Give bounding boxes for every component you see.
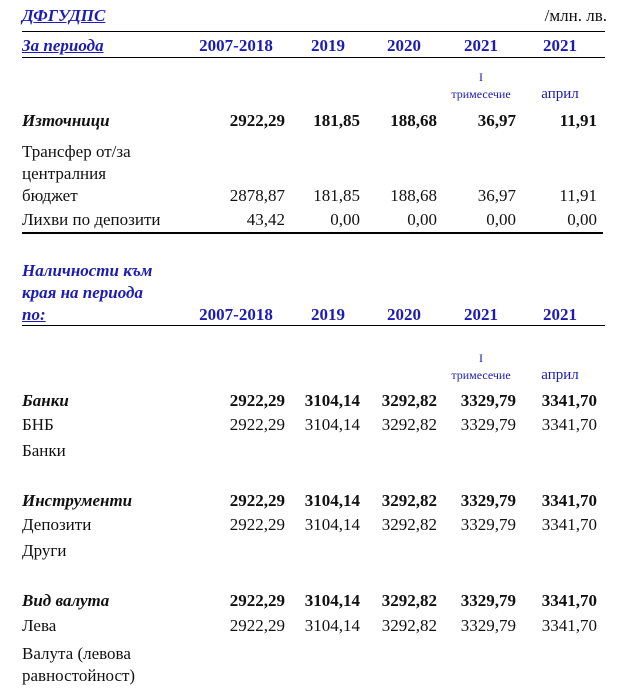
- cell-value: 0,00: [567, 210, 597, 229]
- column-header: 2019: [311, 36, 345, 55]
- section-heading: края на периода: [22, 283, 143, 302]
- row-label: Източници: [22, 111, 110, 130]
- cell-value: 11,91: [559, 111, 597, 130]
- cell-value: 0,00: [330, 210, 360, 229]
- column-header: 2020: [387, 305, 421, 324]
- cell-value: 3292,82: [381, 491, 437, 510]
- cell-value: 0,00: [407, 210, 437, 229]
- row-label: Лева: [22, 616, 57, 635]
- column-header: 2007-2018: [199, 36, 273, 55]
- section-heading: по:: [22, 305, 46, 324]
- cell-value: 0,00: [486, 210, 516, 229]
- cell-value: 3104,14: [304, 591, 360, 610]
- cell-value: 3329,79: [460, 616, 516, 635]
- cell-value: 3329,79: [460, 391, 516, 410]
- cell-value: 3292,82: [381, 591, 437, 610]
- row-label: Други: [22, 541, 67, 560]
- cell-value: 188,68: [390, 186, 437, 205]
- cell-value: 11,91: [559, 186, 597, 205]
- row-label: бюджет: [22, 186, 78, 205]
- cell-value: 2922,29: [229, 391, 285, 410]
- cell-value: 36,97: [477, 111, 516, 130]
- cell-value: 3341,70: [541, 415, 597, 434]
- column-header: 2020: [387, 36, 421, 55]
- cell-value: 3292,82: [381, 616, 437, 635]
- column-header: 2021: [543, 36, 577, 55]
- cell-value: 43,42: [246, 210, 285, 229]
- cell-value: 2922,29: [229, 415, 285, 434]
- row-label: Лихви по депозити: [22, 210, 161, 229]
- column-note: I: [479, 70, 483, 84]
- cell-value: 2922,29: [229, 491, 285, 510]
- rule: [22, 325, 605, 326]
- row-label: Депозити: [22, 515, 92, 534]
- row-label: равностойност): [22, 666, 136, 685]
- cell-value: 3341,70: [541, 591, 597, 610]
- row-label: Валута (левова: [22, 644, 131, 663]
- cell-value: 2922,29: [229, 111, 285, 130]
- cell-value: 3292,82: [381, 515, 437, 534]
- cell-value: 3341,70: [541, 391, 597, 410]
- cell-value: 2922,29: [229, 616, 285, 635]
- cell-value: 2922,29: [229, 591, 285, 610]
- row-label: Банки: [22, 391, 69, 410]
- column-header: 2021: [464, 305, 498, 324]
- row-label: Трансфер от/за: [22, 142, 131, 161]
- rule: [22, 31, 605, 32]
- cell-value: 181,85: [313, 186, 360, 205]
- cell-value: 3104,14: [304, 616, 360, 635]
- section-heading: Наличности към: [22, 261, 153, 280]
- column-header: 2019: [311, 305, 345, 324]
- column-note: тримесечие: [451, 87, 511, 101]
- cell-value: 3329,79: [460, 515, 516, 534]
- cell-value: 3104,14: [304, 391, 360, 410]
- rule: [22, 57, 605, 58]
- cell-value: 181,85: [313, 111, 360, 130]
- column-header: 2021: [464, 36, 498, 55]
- cell-value: 3104,14: [304, 515, 360, 534]
- column-note: I: [479, 351, 483, 365]
- cell-value: 3329,79: [460, 591, 516, 610]
- cell-value: 188,68: [390, 111, 437, 130]
- cell-value: 3104,14: [304, 415, 360, 434]
- cell-value: 3329,79: [460, 415, 516, 434]
- cell-value: 36,97: [477, 186, 516, 205]
- cell-value: 3341,70: [541, 616, 597, 635]
- section-heading: За периода: [22, 36, 104, 55]
- title: ДФГУДПС: [22, 6, 106, 25]
- cell-value: 3292,82: [381, 391, 437, 410]
- row-label: Вид валута: [22, 591, 110, 610]
- column-note: април: [541, 86, 579, 102]
- cell-value: 3341,70: [541, 491, 597, 510]
- cell-value: 3341,70: [541, 515, 597, 534]
- column-header: 2021: [543, 305, 577, 324]
- row-label: Инструменти: [22, 491, 133, 510]
- rule: [22, 232, 603, 234]
- column-note: април: [541, 367, 579, 383]
- cell-value: 2922,29: [229, 515, 285, 534]
- column-note: тримесечие: [451, 368, 511, 382]
- row-label: Банки: [22, 441, 66, 460]
- cell-value: 3104,14: [304, 491, 360, 510]
- column-header: 2007-2018: [199, 305, 273, 324]
- unit: /млн. лв.: [544, 6, 607, 25]
- cell-value: 3292,82: [381, 415, 437, 434]
- row-label: БНБ: [22, 415, 54, 434]
- row-label: централния: [22, 164, 107, 183]
- cell-value: 3329,79: [460, 491, 516, 510]
- cell-value: 2878,87: [229, 186, 285, 205]
